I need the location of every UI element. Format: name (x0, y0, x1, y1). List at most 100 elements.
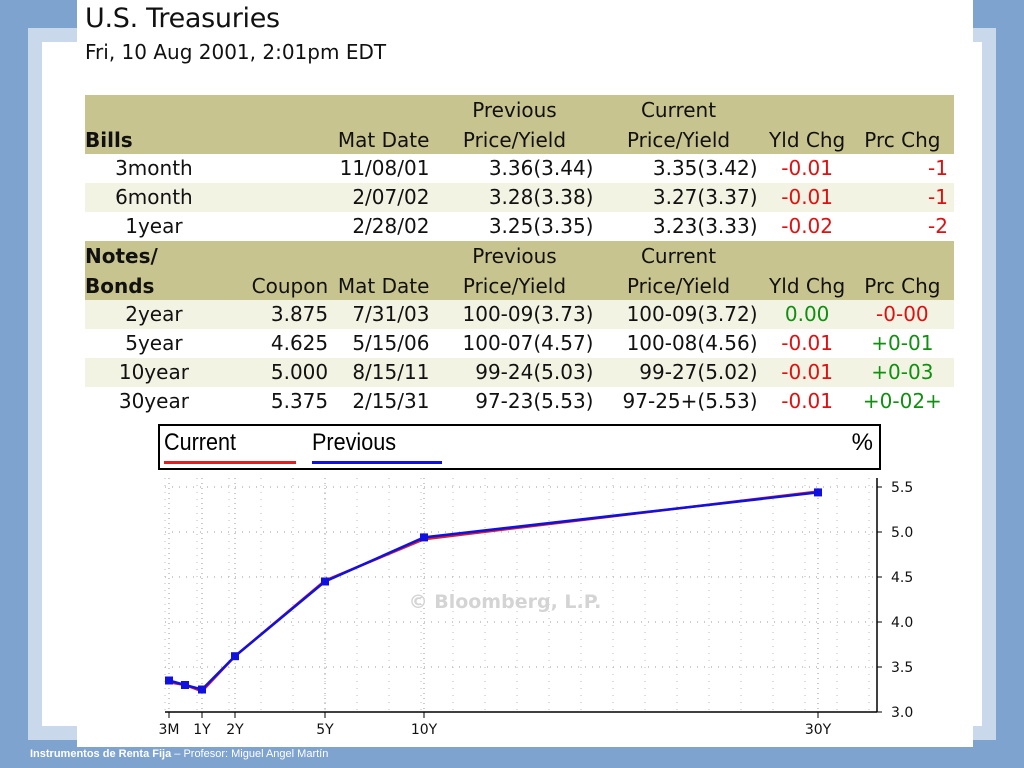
row-term: 6month (85, 183, 229, 212)
chart-watermark: © Bloomberg, L.P. (409, 591, 602, 613)
row-current: 99-27(5.02) (599, 358, 764, 387)
page-subtitle: Fri, 10 Aug 2001, 2:01pm EDT (85, 40, 387, 64)
bills-section-label: Bills (85, 125, 229, 154)
row-yld-chg: -0.01 (763, 183, 857, 212)
row-yld-chg: 0.00 (763, 300, 857, 329)
x-tick-label: 5Y (316, 722, 334, 738)
table-row: 5year 4.625 5/15/06 100-07(4.57) 100-08(… (85, 329, 954, 358)
notes-header-prc-chg: Prc Chg (856, 271, 954, 300)
data-point (814, 488, 822, 497)
table-row: 10year 5.000 8/15/11 99-24(5.03) 99-27(5… (85, 358, 954, 387)
row-previous: 100-07(4.57) (462, 331, 594, 355)
data-point (321, 577, 329, 586)
row-term: 2year (85, 300, 229, 329)
x-tick-label: 30Y (805, 722, 832, 738)
data-point (165, 676, 173, 685)
bills-header-top: Previous Current (85, 95, 954, 125)
bills-header-previous: Previous (435, 95, 600, 125)
table-row: 6month 2/07/02 3.28(3.38) 3.27(3.37) -0.… (85, 183, 954, 212)
notes-header-coupon: Coupon (228, 271, 335, 300)
table-row: 1year 2/28/02 3.25(3.35) 3.23(3.33) -0.0… (85, 212, 954, 241)
row-term: 1year (125, 214, 183, 238)
legend-unit: % (851, 429, 873, 456)
notes-header-current: Current (599, 241, 764, 271)
x-tick-label: 2Y (226, 722, 244, 738)
row-yld-chg: -0.02 (781, 214, 833, 238)
notes-header-previous: Previous (435, 241, 600, 271)
row-coupon: 4.625 (270, 331, 329, 355)
bills-header-yld-chg: Yld Chg (763, 125, 857, 154)
y-tick-label: 4.0 (891, 615, 913, 631)
y-tick-label: 5.5 (891, 480, 913, 496)
yield-curve-chart: 3.0 3.5 4.0 4.5 5.0 5.5 3M 1Y 2Y 5Y 10Y 30Y © Bloomb… (159, 478, 913, 738)
notes-section-label-bottom: Bonds (85, 271, 229, 300)
y-tick-label: 4.5 (891, 570, 913, 586)
row-coupon: 5.375 (270, 389, 329, 413)
row-current: 3.35(3.42) (652, 156, 758, 180)
legend-current-label: Current (164, 429, 237, 456)
row-yld-chg: -0.01 (781, 156, 833, 180)
footer-author: Profesor: Miguel Angel Martín (183, 748, 329, 760)
table-row: 3month 11/08/01 3.36(3.44) 3.35(3.42) -0… (85, 154, 954, 183)
row-mat-date: 2/15/31 (352, 389, 430, 413)
treasuries-panel: U.S. Treasuries Fri, 10 Aug 2001, 2:01pm… (77, 0, 973, 747)
row-coupon: 3.875 (228, 300, 335, 329)
bills-header-bottom: Bills Mat Date Price/Yield Price/Yield Y… (85, 125, 954, 154)
chart-legend: Current Previous % (158, 424, 881, 470)
row-current: 3.23(3.33) (652, 214, 758, 238)
notes-section-label-top: Notes/ (85, 241, 229, 271)
row-mat-date: 2/28/02 (352, 214, 430, 238)
footer-course: Instrumentos de Renta Fija (30, 748, 172, 760)
row-prc-chg: +0-02+ (862, 389, 942, 413)
row-previous: 100-09(3.73) (435, 300, 600, 329)
bills-header-prc-chg: Prc Chg (856, 125, 954, 154)
row-mat-date: 8/15/11 (334, 358, 436, 387)
notes-header-top: Notes/ Previous Current (85, 241, 954, 271)
legend-previous-swatch (312, 461, 442, 464)
data-point (181, 681, 189, 689)
row-prc-chg: +0-03 (856, 358, 954, 387)
row-yld-chg: -0.01 (781, 331, 833, 355)
row-yld-chg: -0.01 (763, 358, 857, 387)
x-tick-label: 1Y (193, 722, 211, 738)
row-mat-date: 11/08/01 (339, 156, 430, 180)
y-tick-label: 3.5 (891, 660, 913, 676)
row-mat-date: 5/15/06 (352, 331, 430, 355)
row-prc-chg: -0-00 (856, 300, 954, 329)
bills-header-mat-date: Mat Date (334, 125, 436, 154)
notes-header-cur-price: Price/Yield (599, 271, 764, 300)
row-term: 30year (118, 389, 189, 413)
row-current: 100-09(3.72) (599, 300, 764, 329)
row-current: 3.27(3.37) (599, 183, 764, 212)
row-prc-chg: -2 (928, 214, 948, 238)
notes-header-mat-date: Mat Date (334, 271, 436, 300)
notes-header-prev-price: Price/Yield (435, 271, 600, 300)
bills-header-prev-price: Price/Yield (435, 125, 600, 154)
row-term: 10year (85, 358, 229, 387)
row-current: 100-08(4.56) (626, 331, 758, 355)
row-prc-chg: -1 (856, 183, 954, 212)
row-coupon: 5.000 (228, 358, 335, 387)
table-row: 2year 3.875 7/31/03 100-09(3.73) 100-09(… (85, 300, 954, 329)
footer-separator: – (171, 748, 184, 760)
row-previous: 97-23(5.53) (475, 389, 594, 413)
quotes-table: Previous Current Bills Mat Date Price/Yi… (85, 95, 954, 416)
data-point (198, 685, 206, 694)
row-prc-chg: -1 (928, 156, 948, 180)
table-row: 30year 5.375 2/15/31 97-23(5.53) 97-25+(… (85, 387, 954, 416)
slide-footer: Instrumentos de Renta Fija – Profesor: M… (30, 748, 328, 760)
row-previous: 3.28(3.38) (435, 183, 600, 212)
notes-header-yld-chg: Yld Chg (763, 271, 857, 300)
y-tick-label: 3.0 (891, 705, 913, 721)
row-current: 97-25+(5.53) (622, 389, 758, 413)
data-point (231, 652, 239, 661)
legend-current-swatch (164, 461, 296, 464)
bills-header-current: Current (599, 95, 764, 125)
row-prc-chg: +0-01 (871, 331, 934, 355)
row-term: 3month (115, 156, 193, 180)
row-previous: 3.36(3.44) (488, 156, 594, 180)
page-title: U.S. Treasuries (85, 3, 280, 34)
row-term: 5year (125, 331, 183, 355)
data-point (420, 533, 428, 542)
bills-header-cur-price: Price/Yield (599, 125, 764, 154)
